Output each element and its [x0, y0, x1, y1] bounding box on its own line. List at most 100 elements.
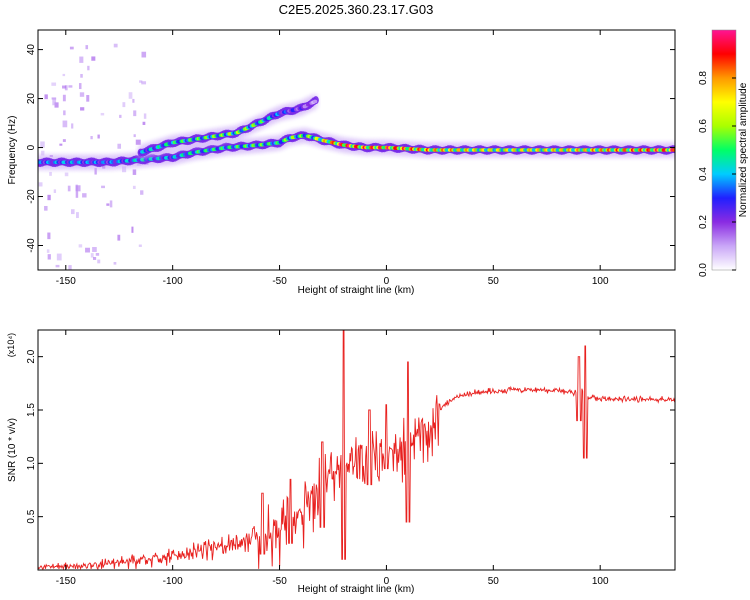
spectrogram-noise [140, 190, 144, 195]
spectrogram-noise [71, 209, 75, 215]
spectrogram-noise [113, 262, 117, 265]
spectrogram-noise [68, 85, 73, 88]
spectrogram-noise [51, 82, 57, 86]
snr-panel: -150 -100 -50 0 50 100 0.5 1.0 1.5 2.0 (x10⁴) He… [6, 329, 676, 595]
spectrogram-noise [132, 185, 136, 190]
spectrogram-noise [49, 171, 52, 176]
spectrogram-noise [119, 114, 122, 118]
snr-x-axis: -150 -100 -50 0 50 100 [56, 330, 609, 587]
spectrogram-noise [69, 46, 74, 50]
spectrogram-noise [79, 56, 84, 63]
spectrogram-x-tick-label: 0 [384, 276, 390, 287]
spectrogram-noise [76, 212, 79, 219]
spectrogram-y-tick-label: -20 [26, 189, 37, 204]
spectrogram-noise [59, 143, 63, 146]
spectrogram-noise [92, 257, 97, 260]
spectrogram-noise [78, 83, 82, 90]
spectrogram-noise [85, 247, 90, 253]
spectrogram-noise [38, 182, 43, 187]
spectrogram-noise [132, 169, 137, 175]
snr-y-tick-label: 2.0 [26, 349, 37, 363]
spectrogram-cell [671, 148, 675, 152]
colorbar-tick-label: 0.6 [698, 119, 709, 133]
snr-x-tick-label: 100 [592, 576, 609, 587]
spectrogram-noise [62, 120, 68, 128]
spectrogram-noise [52, 98, 57, 106]
spectrogram-noise [132, 98, 135, 103]
spectrogram-noise [62, 94, 66, 102]
spectrogram-noise [67, 185, 71, 192]
spectrogram-noise [56, 253, 62, 261]
spectrogram-frame [37, 29, 676, 271]
spectrogram-noise [64, 85, 68, 91]
spectrogram-y-tick-label: -40 [26, 238, 37, 253]
spectrogram-noise [131, 226, 134, 233]
colorbar-ticks: 0.0 0.2 0.4 0.6 0.8 [698, 71, 736, 277]
colorbar-tick-label: 0.0 [698, 263, 709, 277]
spectrogram-noise [122, 166, 127, 173]
spectrogram-x-axis: -150 -100 -50 0 50 100 [56, 30, 609, 287]
colorbar: 0.0 0.2 0.4 0.6 0.8 Normalized spectral ampl… [698, 29, 749, 277]
spectrogram-noise [80, 107, 85, 111]
snr-y-label: SNR (10 * v/v) [7, 418, 18, 482]
spectrogram-noise [80, 73, 83, 78]
spectrogram-heatmap [38, 43, 675, 270]
spectrogram-noise [122, 102, 126, 108]
snr-y-tick-label: 0.5 [26, 509, 37, 523]
spectrogram-x-tick-label: 50 [488, 276, 500, 287]
spectrogram-noise [143, 113, 147, 119]
spectrogram-noise [46, 249, 50, 253]
spectrogram-noise [117, 143, 122, 149]
spectrogram-noise [47, 254, 51, 260]
spectrogram-noise [82, 193, 87, 198]
snr-x-tick-label: -100 [163, 576, 183, 587]
spectrogram-noise [117, 234, 121, 241]
spectrogram-noise [139, 80, 143, 83]
spectrogram-noise [47, 232, 51, 240]
snr-y-axis: 0.5 1.0 1.5 2.0 [26, 349, 675, 524]
spectrogram-noise [113, 43, 118, 48]
spectrogram-noise [142, 121, 146, 125]
spectrogram-y-tick-label: 40 [26, 44, 37, 56]
spectrogram-noise [141, 81, 147, 85]
spectrogram-noise [94, 168, 97, 175]
spectrogram-panel: -150 -100 -50 0 50 100 -40 -20 0 20 40 Height of … [7, 29, 676, 296]
spectrogram-noise [55, 264, 60, 268]
spectrogram-x-tick-label: 100 [592, 276, 609, 287]
spectrogram-noise [92, 247, 97, 252]
spectrogram-noise [109, 200, 113, 208]
spectrogram-noise [138, 244, 142, 247]
spectrogram-noise [100, 112, 105, 116]
snr-scale-note: (x10⁴) [6, 333, 16, 357]
spectrogram-noise [128, 92, 133, 99]
spectrogram-x-tick-label: -150 [56, 276, 76, 287]
snr-x-tick-label: 0 [384, 576, 390, 587]
spectrogram-cell [312, 99, 318, 104]
spectrogram-noise [44, 94, 48, 100]
spectrogram-y-label: Frequency (Hz) [7, 116, 18, 185]
spectrogram-noise [97, 259, 101, 264]
spectrogram-noise [133, 134, 136, 138]
spectrogram-noise [79, 92, 85, 97]
spectrogram-noise [133, 110, 137, 117]
spectrogram-noise [106, 203, 110, 206]
spectrogram-x-label: Height of straight line (km) [298, 285, 415, 296]
spectrogram-noise [40, 141, 45, 148]
spectrogram-y-tick-label: 20 [26, 93, 37, 105]
figure-title: C2E5.2025.360.23.17.G03 [279, 2, 434, 17]
snr-x-tick-label: -150 [56, 576, 76, 587]
snr-x-tick-label: 50 [488, 576, 500, 587]
spectrogram-noise [54, 102, 59, 108]
spectrogram-noise [75, 191, 79, 198]
snr-y-tick-label: 1.5 [26, 403, 37, 417]
spectrogram-noise [101, 185, 105, 189]
spectrogram-noise [90, 253, 94, 258]
spectrogram-noise [78, 244, 83, 248]
spectrogram-noise [97, 134, 100, 139]
spectrogram-noise [47, 194, 51, 201]
spectrogram-noise [85, 45, 89, 50]
snr-frame [37, 329, 676, 571]
spectrogram-noise [75, 185, 81, 192]
snr-x-label: Height of straight line (km) [298, 584, 415, 595]
spectrogram-noise [53, 189, 57, 193]
